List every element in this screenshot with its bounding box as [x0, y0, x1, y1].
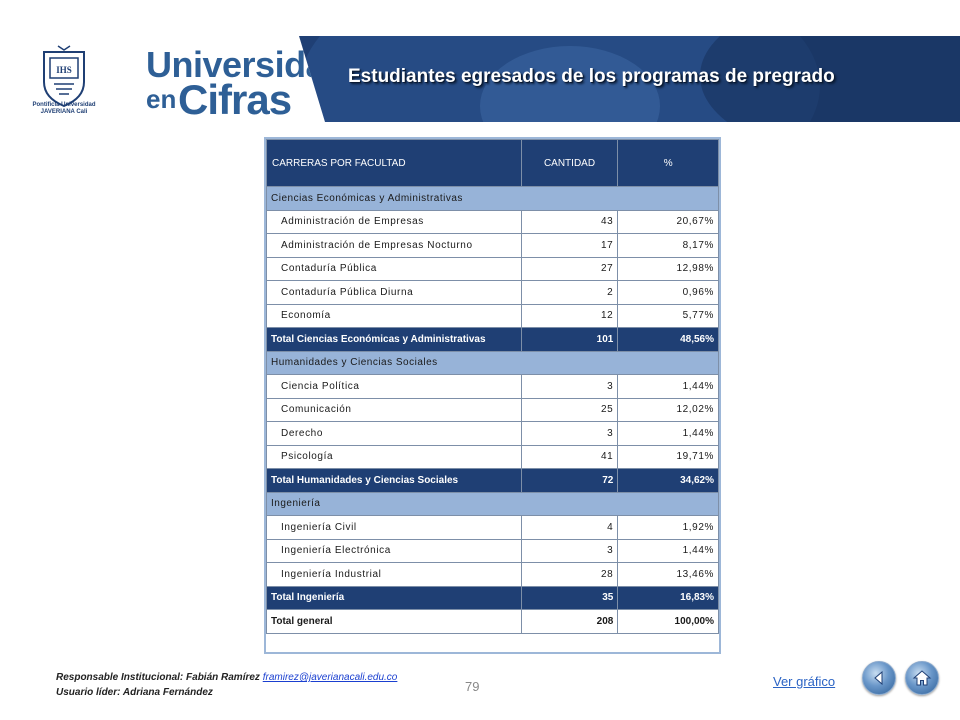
table-row: Derecho 3 1,44%: [266, 421, 719, 446]
program-pct: 12,98%: [617, 256, 719, 281]
graduates-table: CARRERAS POR FACULTAD CANTIDAD % Ciencia…: [266, 139, 719, 634]
usuario-lider: Usuario líder: Adriana Fernández: [56, 687, 213, 698]
faculty-total-row: Total Ciencias Económicas y Administrati…: [266, 327, 719, 352]
faculty-group-row: Ciencias Económicas y Administrativas: [266, 186, 719, 211]
home-button[interactable]: [905, 661, 939, 695]
program-cantidad: 3: [520, 538, 619, 563]
faculty-group-row: Humanidades y Ciencias Sociales: [266, 350, 719, 375]
faculty-name: Humanidades y Ciencias Sociales: [266, 350, 719, 375]
program-pct: 8,17%: [617, 233, 719, 258]
total-pct: 16,83%: [617, 585, 719, 610]
table-row: Ingeniería Industrial 28 13,46%: [266, 562, 719, 587]
total-cantidad: 35: [520, 585, 619, 610]
program-cantidad: 41: [520, 444, 619, 469]
table-header-row: CARRERAS POR FACULTAD CANTIDAD %: [266, 139, 719, 187]
program-name: Ingeniería Civil: [266, 515, 522, 540]
program-name: Comunicación: [266, 397, 522, 422]
program-name: Ciencia Política: [266, 374, 522, 399]
program-cantidad: 3: [520, 374, 619, 399]
program-cantidad: 17: [520, 233, 619, 258]
total-name: Total Ciencias Económicas y Administrati…: [266, 327, 522, 352]
table-row: Ciencia Política 3 1,44%: [266, 374, 719, 399]
program-cantidad: 2: [520, 280, 619, 305]
page-number: 79: [465, 679, 480, 694]
table-row: Ingeniería Electrónica 3 1,44%: [266, 538, 719, 563]
program-name: Ingeniería Industrial: [266, 562, 522, 587]
program-pct: 1,44%: [617, 374, 719, 399]
program-name: Derecho: [266, 421, 522, 446]
program-cantidad: 27: [520, 256, 619, 281]
program-cantidad: 12: [520, 303, 619, 328]
program-pct: 1,44%: [617, 421, 719, 446]
program-cantidad: 4: [520, 515, 619, 540]
total-pct: 34,62%: [617, 468, 719, 493]
total-pct: 48,56%: [617, 327, 719, 352]
program-pct: 1,44%: [617, 538, 719, 563]
program-name: Ingeniería Electrónica: [266, 538, 522, 563]
svg-text:IHS: IHS: [56, 65, 72, 75]
table-row: Contaduría Pública Diurna 2 0,96%: [266, 280, 719, 305]
program-name: Contaduría Pública: [266, 256, 522, 281]
table-row: Ingeniería Civil 4 1,92%: [266, 515, 719, 540]
crest-caption: Pontificia Universidad JAVERIANA Cali: [32, 102, 96, 115]
crest-logo-icon: IHS: [43, 45, 85, 108]
total-cantidad: 72: [520, 468, 619, 493]
program-pct: 13,46%: [617, 562, 719, 587]
banner-decoration: [700, 36, 960, 122]
program-cantidad: 3: [520, 421, 619, 446]
program-name: Contaduría Pública Diurna: [266, 280, 522, 305]
total-name: Total Ingeniería: [266, 585, 522, 610]
faculty-group-row: Ingeniería: [266, 491, 719, 516]
program-name: Psicología: [266, 444, 522, 469]
program-cantidad: 25: [520, 397, 619, 422]
program-name: Economía: [266, 303, 522, 328]
ver-grafico-link[interactable]: Ver gráfico: [773, 674, 836, 689]
footer-credits: Responsable Institucional: Fabián Ramíre…: [56, 670, 397, 700]
program-pct: 19,71%: [617, 444, 719, 469]
column-header-carreras: CARRERAS POR FACULTAD: [266, 139, 522, 187]
table-row: Administración de Empresas 43 20,67%: [266, 209, 719, 234]
grand-total-row: Total general 208 100,00%: [266, 609, 719, 634]
responsable-email-link[interactable]: framirez@javerianacali.edu.co: [262, 672, 398, 683]
grand-total-pct: 100,00%: [617, 609, 719, 634]
faculty-total-row: Total Humanidades y Ciencias Sociales 72…: [266, 468, 719, 493]
program-pct: 20,67%: [617, 209, 719, 234]
program-cantidad: 28: [520, 562, 619, 587]
grand-total-cantidad: 208: [520, 609, 619, 634]
back-button[interactable]: [862, 661, 896, 695]
brand-universidad: Universidad: [146, 44, 347, 85]
back-arrow-icon: [874, 670, 883, 686]
column-header-pct: %: [617, 139, 719, 187]
program-pct: 1,92%: [617, 515, 719, 540]
header-banner: IHS Pontificia Universidad JAVERIANA Cal…: [0, 36, 960, 122]
program-cantidad: 43: [520, 209, 619, 234]
brand-cifras: Cifras: [178, 76, 292, 122]
responsable-label: Responsable Institucional: Fabián Ramíre…: [56, 672, 260, 683]
program-name: Administración de Empresas: [266, 209, 522, 234]
grand-total-name: Total general: [266, 609, 522, 634]
brand-en: en: [146, 84, 177, 114]
program-pct: 5,77%: [617, 303, 719, 328]
table-row: Contaduría Pública 27 12,98%: [266, 256, 719, 281]
table-row: Comunicación 25 12,02%: [266, 397, 719, 422]
responsable-line: Responsable Institucional: Fabián Ramíre…: [56, 670, 397, 685]
program-pct: 0,96%: [617, 280, 719, 305]
column-header-cantidad: CANTIDAD: [520, 139, 619, 187]
home-icon: [912, 670, 932, 686]
page-title: Estudiantes egresados de los programas d…: [348, 66, 835, 87]
faculty-name: Ingeniería: [266, 491, 719, 516]
graduates-table-container: CARRERAS POR FACULTAD CANTIDAD % Ciencia…: [264, 137, 721, 654]
total-cantidad: 101: [520, 327, 619, 352]
logo-area: IHS Pontificia Universidad JAVERIANA Cal…: [0, 36, 325, 122]
table-row: Administración de Empresas Nocturno 17 8…: [266, 233, 719, 258]
table-row: Economía 12 5,77%: [266, 303, 719, 328]
program-pct: 12,02%: [617, 397, 719, 422]
faculty-name: Ciencias Económicas y Administrativas: [266, 186, 719, 211]
program-name: Administración de Empresas Nocturno: [266, 233, 522, 258]
faculty-total-row: Total Ingeniería 35 16,83%: [266, 585, 719, 610]
table-row: Psicología 41 19,71%: [266, 444, 719, 469]
total-name: Total Humanidades y Ciencias Sociales: [266, 468, 522, 493]
